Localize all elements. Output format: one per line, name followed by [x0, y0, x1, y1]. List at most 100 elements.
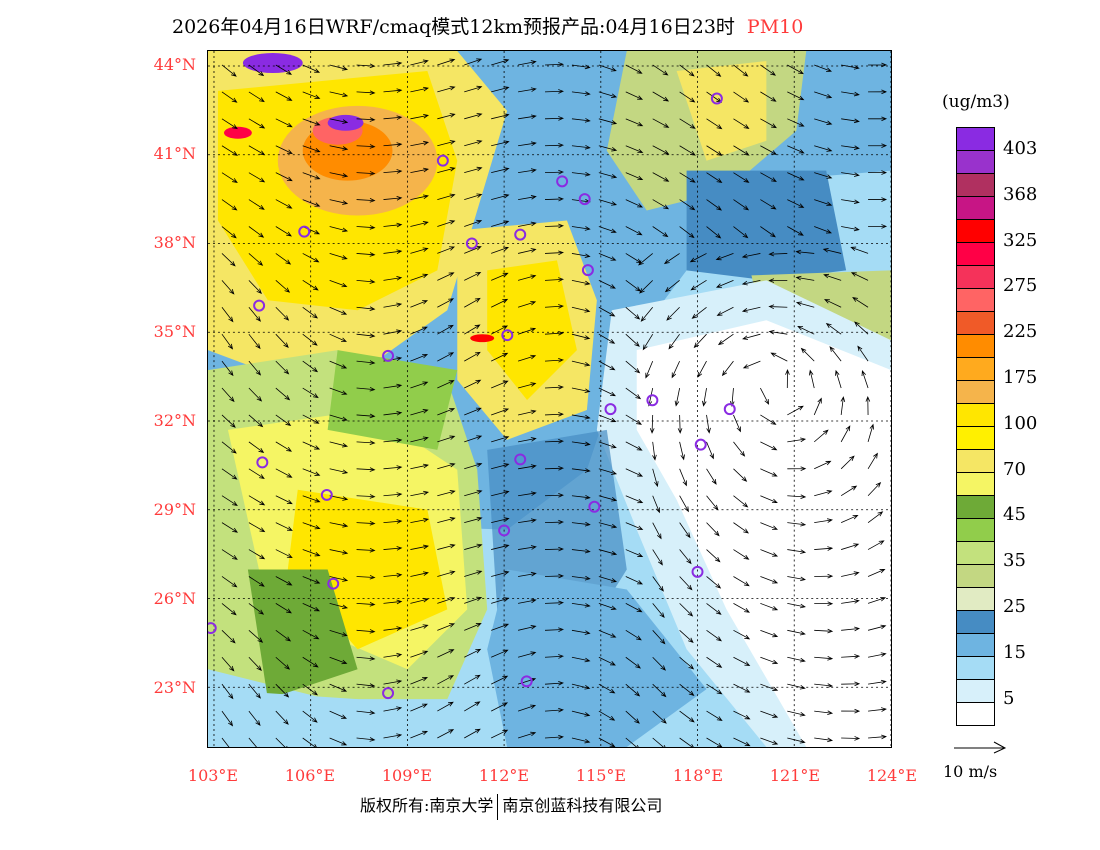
wind-arrow: [221, 414, 236, 428]
wind-arrow: [652, 172, 670, 182]
wind-arrow: [598, 468, 618, 475]
wind-arrow: [841, 654, 861, 659]
lat-tick-label: 29°N: [153, 500, 196, 520]
wind-arrow: [275, 387, 291, 401]
wind-arrow: [383, 733, 403, 739]
wind-arrow: [491, 193, 510, 200]
wind-arrow: [733, 118, 750, 129]
wind-arrow: [464, 297, 481, 308]
wind-arrow: [625, 91, 644, 100]
wind-arrow: [464, 489, 483, 497]
wind-arrow: [437, 246, 456, 254]
wind-arrow: [867, 569, 886, 577]
colorbar-swatch: [956, 427, 995, 450]
wind-arrow: [517, 354, 537, 362]
wind-arrow: [787, 494, 807, 499]
wind-arrow: [760, 414, 777, 425]
wind-arrow: [491, 220, 510, 227]
wind-arrow: [571, 656, 591, 663]
wind-arrow: [302, 118, 321, 126]
wind-arrow: [518, 195, 537, 200]
wind-arrow: [221, 333, 234, 350]
colorbar-label: 403: [1003, 137, 1038, 159]
wind-arrow: [275, 64, 293, 75]
wind-arrow: [598, 576, 618, 583]
wind-arrow: [329, 145, 349, 151]
wind-arrow: [302, 280, 319, 291]
wind-arrow: [760, 710, 779, 718]
wind-arrow: [760, 91, 777, 102]
wind-arrow: [664, 280, 680, 293]
wind-arrow: [275, 441, 293, 452]
wind-arrow: [649, 414, 655, 434]
wind-arrow: [706, 629, 722, 642]
wind-arrow: [642, 333, 654, 351]
wind-arrow: [491, 140, 510, 147]
city-marker: [723, 403, 736, 416]
wind-arrow: [867, 511, 884, 523]
wind-arrow: [248, 253, 264, 266]
wind-arrow: [598, 522, 618, 529]
wind-arrow: [625, 306, 641, 320]
colorbar-label: 5: [1003, 687, 1015, 709]
wind-arrow: [464, 112, 483, 120]
wind-arrow: [518, 491, 537, 497]
wind-arrow: [742, 360, 761, 369]
wind-arrow: [787, 145, 805, 154]
wind-arrow: [706, 656, 723, 668]
wind-arrow: [741, 306, 761, 313]
city-marker: [520, 675, 533, 688]
wind-arrow: [733, 576, 750, 587]
wind-arrow: [437, 675, 455, 685]
wind-arrow: [787, 576, 806, 582]
wind-arrow: [571, 253, 591, 258]
wind-arrow: [544, 62, 564, 67]
wind-arrow: [721, 360, 734, 377]
wind-arrow: [760, 495, 778, 504]
wind-arrow: [544, 89, 564, 94]
wind-arrow: [329, 549, 349, 555]
wind-arrow: [518, 248, 537, 254]
colorbar-label: 15: [1003, 641, 1026, 663]
wind-arrow: [356, 656, 376, 661]
wind-arrow: [329, 199, 349, 205]
wind-arrow: [598, 387, 616, 397]
wind-arrow: [677, 414, 683, 434]
city-marker: [581, 264, 594, 277]
wind-arrow: [679, 172, 696, 183]
wind-arrow: [868, 143, 888, 148]
wind-arrow: [329, 333, 347, 342]
wind-arrow: [329, 279, 348, 288]
wind-arrow: [598, 172, 618, 179]
wind-arrow: [741, 253, 761, 259]
wind-arrow: [867, 452, 878, 470]
wind-arrow: [652, 630, 666, 645]
wind-arrow: [383, 706, 403, 712]
wind-arrow: [464, 407, 482, 416]
wind-arrow: [275, 145, 293, 154]
wind-arrow: [841, 626, 861, 632]
wind-arrow: [679, 522, 691, 539]
wind-arrow: [356, 279, 376, 284]
wind-arrow: [221, 91, 238, 103]
wind-arrow: [598, 199, 618, 206]
wind-arrow: [491, 649, 509, 658]
wind-arrow: [829, 346, 842, 362]
lon-tick-label: 121°E: [769, 766, 821, 785]
wind-arrow: [544, 573, 564, 579]
wind-arrow: [302, 64, 321, 73]
wind-arrow: [571, 226, 591, 231]
wind-arrow: [598, 549, 618, 556]
wind-arrow: [248, 387, 263, 402]
wind-arrow: [437, 272, 455, 281]
wind-arrow: [598, 333, 616, 344]
wind-arrow: [518, 168, 537, 174]
wind-arrow: [221, 495, 238, 506]
colorbar-swatch: [956, 243, 995, 266]
wind-arrow: [867, 652, 887, 658]
wind-arrow: [733, 683, 751, 693]
wind-arrow: [598, 279, 616, 289]
wind-arrow: [221, 118, 238, 130]
wind-arrow: [814, 172, 833, 179]
wind-arrow: [248, 656, 262, 671]
